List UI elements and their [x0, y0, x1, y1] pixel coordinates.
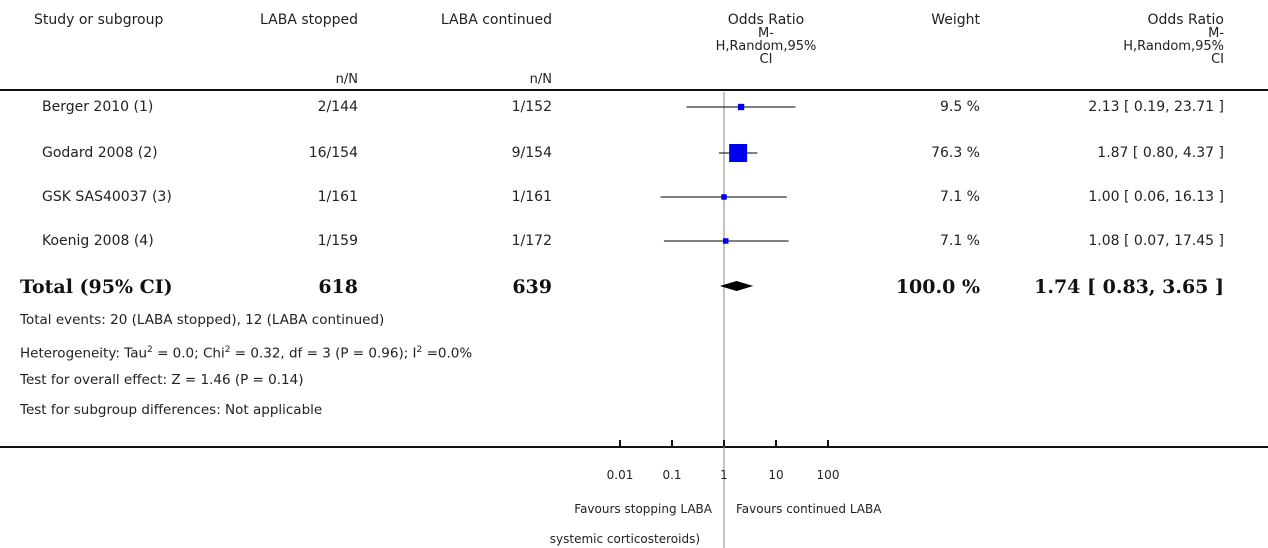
header-or-text-l1: Odds Ratio	[1147, 12, 1224, 28]
row-group1-value: 1/159	[317, 233, 358, 249]
header-group1-sub: n/N	[335, 72, 358, 87]
row-group1-value: 2/144	[317, 99, 358, 115]
header-group2: LABA continued	[440, 12, 552, 28]
header-weight: Weight	[931, 12, 980, 28]
pooled-diamond	[719, 281, 754, 291]
header-group2-sub: n/N	[529, 72, 552, 87]
heterogeneity: Heterogeneity: Tau2 = 0.0; Chi2 = 0.32, …	[20, 341, 472, 363]
header-or-text-l3: H,Random,95%	[1123, 39, 1224, 54]
het-part-b: = 0.0; Chi	[152, 345, 225, 362]
row-or-text: 1.00 [ 0.06, 16.13 ]	[1088, 189, 1224, 205]
favours-right-label: Favours continued LABA	[736, 502, 882, 516]
header-or-text-l2: M-	[1208, 26, 1224, 41]
row-weight-value: 9.5 %	[939, 99, 980, 115]
axis-tick-label: 0.1	[662, 468, 681, 482]
bottom-rule	[0, 446, 1268, 448]
header-or-text-l4: CI	[1211, 52, 1224, 67]
het-sup-2: 2	[224, 345, 231, 355]
het-part-d: =0.0%	[422, 345, 473, 362]
axis-tick-label: 100	[817, 468, 840, 482]
total-label: Total (95% CI)	[20, 276, 173, 298]
het-part-a: Heterogeneity: Tau	[20, 345, 148, 362]
row-or-text: 2.13 [ 0.19, 23.71 ]	[1088, 99, 1224, 115]
row-weight-value: 7.1 %	[939, 189, 980, 205]
total-group1: 618	[318, 276, 358, 298]
header-or-plot-l1: Odds Ratio	[727, 12, 805, 28]
overall-effect: Test for overall effect: Z = 1.46 (P = 0…	[20, 372, 304, 388]
row-or-text: 1.87 [ 0.80, 4.37 ]	[1097, 145, 1224, 161]
row-study-label: Berger 2010 (1)	[42, 99, 154, 115]
header-or-plot-l4: CI	[759, 52, 773, 67]
row-group2-value: 9/154	[511, 145, 552, 161]
axis-tick-label: 0.01	[607, 468, 634, 482]
total-group2: 639	[512, 276, 552, 298]
total-weight: 100.0 %	[895, 276, 980, 298]
header-group1: LABA stopped	[260, 12, 358, 28]
header-or-plot-l3: H,Random,95%	[715, 39, 817, 54]
row-or-text: 1.08 [ 0.07, 17.45 ]	[1088, 233, 1224, 249]
study-marker	[721, 194, 727, 200]
study-marker	[722, 238, 729, 244]
favours-left-label: Favours stopping LABA	[574, 502, 712, 516]
row-weight-value: 7.1 %	[939, 233, 980, 249]
row-study-label: Godard 2008 (2)	[42, 145, 158, 161]
het-part-c: = 0.32, df = 3 (P = 0.96); I	[230, 345, 417, 362]
header-or-text: Odds Ratio M- H,Random,95% CI	[1100, 13, 1224, 66]
het-sup-3: 2	[416, 345, 423, 355]
header-or-plot-l2: M-	[758, 26, 774, 41]
row-study-label: GSK SAS40037 (3)	[42, 189, 172, 205]
row-group2-value: 1/172	[511, 233, 552, 249]
row-group1-value: 1/161	[317, 189, 358, 205]
row-group2-value: 1/152	[511, 99, 552, 115]
row-study-label: Koenig 2008 (4)	[42, 233, 154, 249]
het-sup-1: 2	[147, 345, 153, 355]
row-weight-value: 76.3 %	[931, 145, 980, 161]
row-group1-value: 16/154	[308, 145, 358, 161]
subgroup-differences: Test for subgroup differences: Not appli…	[20, 402, 323, 418]
header-or-plot: Odds Ratio M- H,Random,95% CI	[714, 13, 818, 66]
total-events: Total events: 20 (LABA stopped), 12 (LAB…	[20, 312, 385, 328]
header-study: Study or subgroup	[34, 12, 164, 28]
total-or-text: 1.74 [ 0.83, 3.65 ]	[1034, 276, 1224, 298]
favours-left-label-2: systemic corticosteroids)	[549, 532, 700, 546]
row-group2-value: 1/161	[511, 189, 552, 205]
axis-tick-label: 1	[720, 468, 728, 482]
study-marker	[737, 103, 745, 111]
header-rule	[0, 89, 1268, 91]
axis-tick-label: 10	[768, 468, 783, 482]
study-marker	[729, 144, 748, 162]
